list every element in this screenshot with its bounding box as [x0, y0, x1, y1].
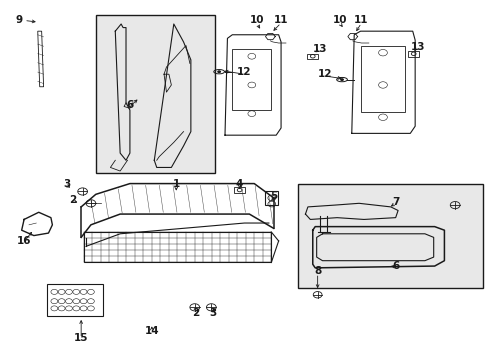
Bar: [298, 184, 483, 288]
Text: 9: 9: [16, 15, 23, 26]
Text: 1: 1: [172, 179, 180, 189]
Circle shape: [339, 78, 343, 81]
Text: 15: 15: [74, 333, 88, 343]
Polygon shape: [38, 31, 43, 87]
Text: 12: 12: [317, 69, 331, 79]
Bar: [234, 187, 244, 193]
Text: 14: 14: [144, 325, 159, 336]
Text: 13: 13: [409, 42, 424, 52]
Text: 8: 8: [313, 266, 321, 276]
Bar: [96, 15, 215, 173]
Text: 16: 16: [17, 236, 31, 246]
Text: 2: 2: [69, 195, 76, 205]
Text: 10: 10: [332, 15, 346, 26]
Text: 2: 2: [192, 308, 199, 318]
Bar: [232, 49, 271, 110]
Bar: [83, 232, 271, 262]
Text: 11: 11: [353, 15, 368, 26]
Text: 6: 6: [126, 100, 133, 110]
Text: 12: 12: [237, 67, 251, 77]
Text: 6: 6: [391, 261, 399, 271]
Text: 3: 3: [63, 179, 70, 189]
Text: 10: 10: [249, 15, 264, 26]
Bar: [307, 54, 318, 59]
Bar: [360, 45, 405, 112]
Circle shape: [217, 70, 221, 73]
Text: 4: 4: [235, 179, 243, 189]
Text: 5: 5: [269, 191, 277, 201]
Bar: [407, 51, 418, 57]
Bar: [47, 284, 103, 316]
Text: 7: 7: [391, 197, 399, 207]
Text: 13: 13: [312, 44, 326, 54]
Text: 11: 11: [273, 15, 288, 26]
Bar: [265, 191, 278, 205]
Text: 3: 3: [209, 308, 216, 318]
